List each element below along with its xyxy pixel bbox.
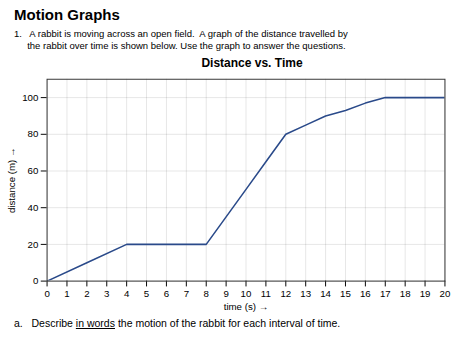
svg-text:0: 0 bbox=[33, 275, 39, 286]
svg-text:40: 40 bbox=[28, 202, 39, 213]
svg-text:60: 60 bbox=[28, 165, 39, 176]
html-text:Motion Graphs: Motion Graphs bbox=[14, 6, 120, 23]
svg-text:7: 7 bbox=[184, 288, 189, 299]
svg-text:16: 16 bbox=[360, 288, 371, 299]
svg-text:13: 13 bbox=[300, 288, 311, 299]
svg-text:100: 100 bbox=[22, 92, 39, 103]
svg-text:3: 3 bbox=[104, 288, 109, 299]
svg-text:10: 10 bbox=[241, 288, 252, 299]
svg-text:4: 4 bbox=[124, 288, 130, 299]
svg-text:1: 1 bbox=[64, 288, 69, 299]
svg-text:12: 12 bbox=[280, 288, 291, 299]
svg-text:5: 5 bbox=[144, 288, 149, 299]
html-text:1. A rabbit is moving across a: 1. A rabbit is moving across an open fie… bbox=[14, 28, 348, 39]
svg-text:15: 15 bbox=[340, 288, 351, 299]
svg-text:80: 80 bbox=[28, 128, 39, 139]
svg-text:11: 11 bbox=[261, 288, 271, 299]
svg-text:8: 8 bbox=[204, 288, 209, 299]
svg-text:6: 6 bbox=[164, 288, 169, 299]
html-text:a. Describe in words the motio: a. Describe in words the motion of the r… bbox=[14, 316, 341, 329]
html-text:Distance vs. Time: Distance vs. Time bbox=[201, 56, 303, 70]
svg-text:18: 18 bbox=[400, 288, 411, 299]
svg-text:14: 14 bbox=[320, 288, 331, 299]
html-text:the rabbit over time is shown: the rabbit over time is shown below. Use… bbox=[14, 40, 346, 51]
svg-text:time (s) →: time (s) → bbox=[224, 301, 269, 312]
svg-text:distance (m) →: distance (m) → bbox=[6, 147, 17, 213]
svg-text:20: 20 bbox=[440, 288, 451, 299]
svg-text:20: 20 bbox=[28, 239, 39, 250]
svg-text:9: 9 bbox=[223, 288, 228, 299]
svg-text:17: 17 bbox=[380, 288, 391, 299]
svg-text:2: 2 bbox=[84, 288, 89, 299]
svg-text:19: 19 bbox=[420, 288, 431, 299]
svg-text:0: 0 bbox=[44, 288, 50, 299]
